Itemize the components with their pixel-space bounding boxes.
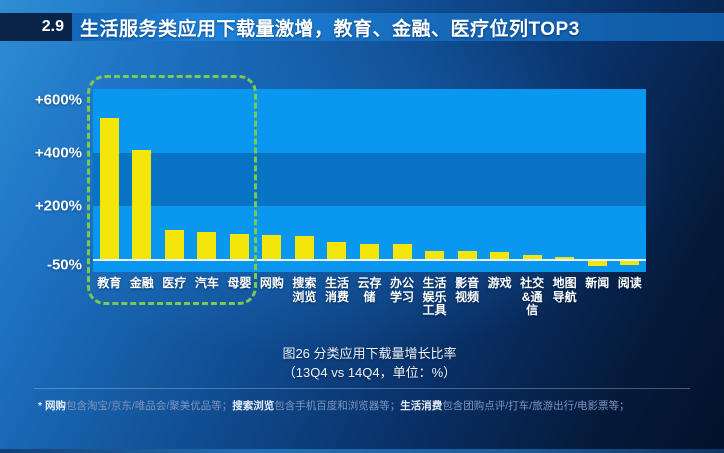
caption-title: 图26 分类应用下载量增长比率	[282, 346, 457, 361]
bar-地图导航	[555, 256, 575, 259]
slide-number-badge: 2.9	[0, 13, 72, 41]
footnote-text: 包含手机百度和浏览器等；	[274, 400, 401, 412]
y-tick-label: -50%	[46, 256, 82, 274]
bar-社交&通信	[522, 254, 542, 259]
bar-母婴	[229, 234, 249, 259]
footnote-text: 包含淘宝/京东/唯品会/聚美优品等；	[66, 400, 233, 412]
page-title: 生活服务类应用下载量激增，教育、金融、医疗位列TOP3	[80, 18, 580, 40]
x-label-生活消费: 生活 消费	[324, 276, 349, 304]
footnote-marker: *	[38, 400, 46, 412]
x-label-地图导航: 地图 导航	[552, 276, 577, 304]
x-label-汽车: 汽车	[194, 276, 219, 290]
bar-金融	[132, 150, 152, 259]
x-label-新闻: 新闻	[585, 276, 610, 290]
chart-caption: 图26 分类应用下载量增长比率 （13Q4 vs 14Q4，单位：%）	[93, 344, 646, 382]
x-label-游戏: 游戏	[487, 276, 512, 290]
bar-游戏	[490, 252, 510, 259]
title-band: 2.9 生活服务类应用下载量激增，教育、金融、医疗位列TOP3	[0, 13, 724, 41]
bar-影音视频	[457, 251, 477, 259]
zero-baseline	[93, 258, 646, 261]
footer-divider	[34, 388, 690, 389]
footnote-term: 网购	[45, 400, 67, 412]
y-axis: +600% +400% +200% -50%	[0, 89, 84, 274]
bottom-edge-strip	[0, 449, 724, 453]
bar-云存储	[360, 243, 379, 259]
x-label-阅读: 阅读	[617, 276, 642, 290]
bar-网购	[262, 234, 282, 259]
bar-生活消费	[327, 242, 347, 259]
x-label-影音视频: 影音 视频	[455, 276, 480, 304]
x-label-云存储: 云存储	[357, 276, 382, 304]
slide-number: 2.9	[41, 18, 64, 35]
x-label-办公学习: 办公 学习	[390, 276, 415, 304]
chart-plot-area	[93, 89, 646, 272]
x-label-网购: 网购	[259, 276, 284, 290]
bar-生活娱乐工具	[425, 250, 445, 259]
x-label-社交&通信: 社交 &通信	[520, 276, 545, 317]
plot-shade-band	[93, 152, 646, 206]
bar-阅读	[620, 260, 640, 265]
footnote-term: 搜索浏览	[232, 400, 275, 412]
x-label-金融: 金融	[129, 276, 154, 290]
x-label-母婴: 母婴	[227, 276, 252, 290]
bar-医疗	[164, 229, 184, 259]
y-tick-label: +400%	[34, 144, 82, 162]
bar-办公学习	[392, 243, 412, 259]
footnote-term: 生活消费	[400, 400, 443, 412]
bar-搜索浏览	[294, 236, 314, 259]
x-label-生活娱乐工具: 生活 娱乐 工具	[422, 276, 447, 317]
x-label-搜索浏览: 搜索 浏览	[292, 276, 317, 304]
x-label-教育: 教育	[97, 276, 122, 290]
top5-highlight-box	[87, 75, 257, 305]
footnote-text: 包含团购点评/打车/旅游出行/电影票等；	[442, 400, 630, 412]
bar-汽车	[197, 232, 217, 259]
x-label-医疗: 医疗	[162, 276, 187, 290]
y-tick-label: +600%	[34, 91, 82, 109]
y-tick-label: +200%	[34, 197, 82, 215]
bar-教育	[99, 118, 119, 259]
caption-subtitle: （13Q4 vs 14Q4，单位：%）	[282, 365, 457, 380]
bar-新闻	[587, 260, 607, 267]
x-axis-labels: 教育 金融 医疗 汽车 母婴 网购 搜索 浏览 生活 消费 云存储办公 学习 生活 娱乐 工具 影音 视频 游戏社…	[93, 276, 646, 339]
footnote: * 网购包含淘宝/京东/唯品会/聚美优品等；搜索浏览包含手机百度和浏览器等；生活…	[38, 399, 708, 413]
